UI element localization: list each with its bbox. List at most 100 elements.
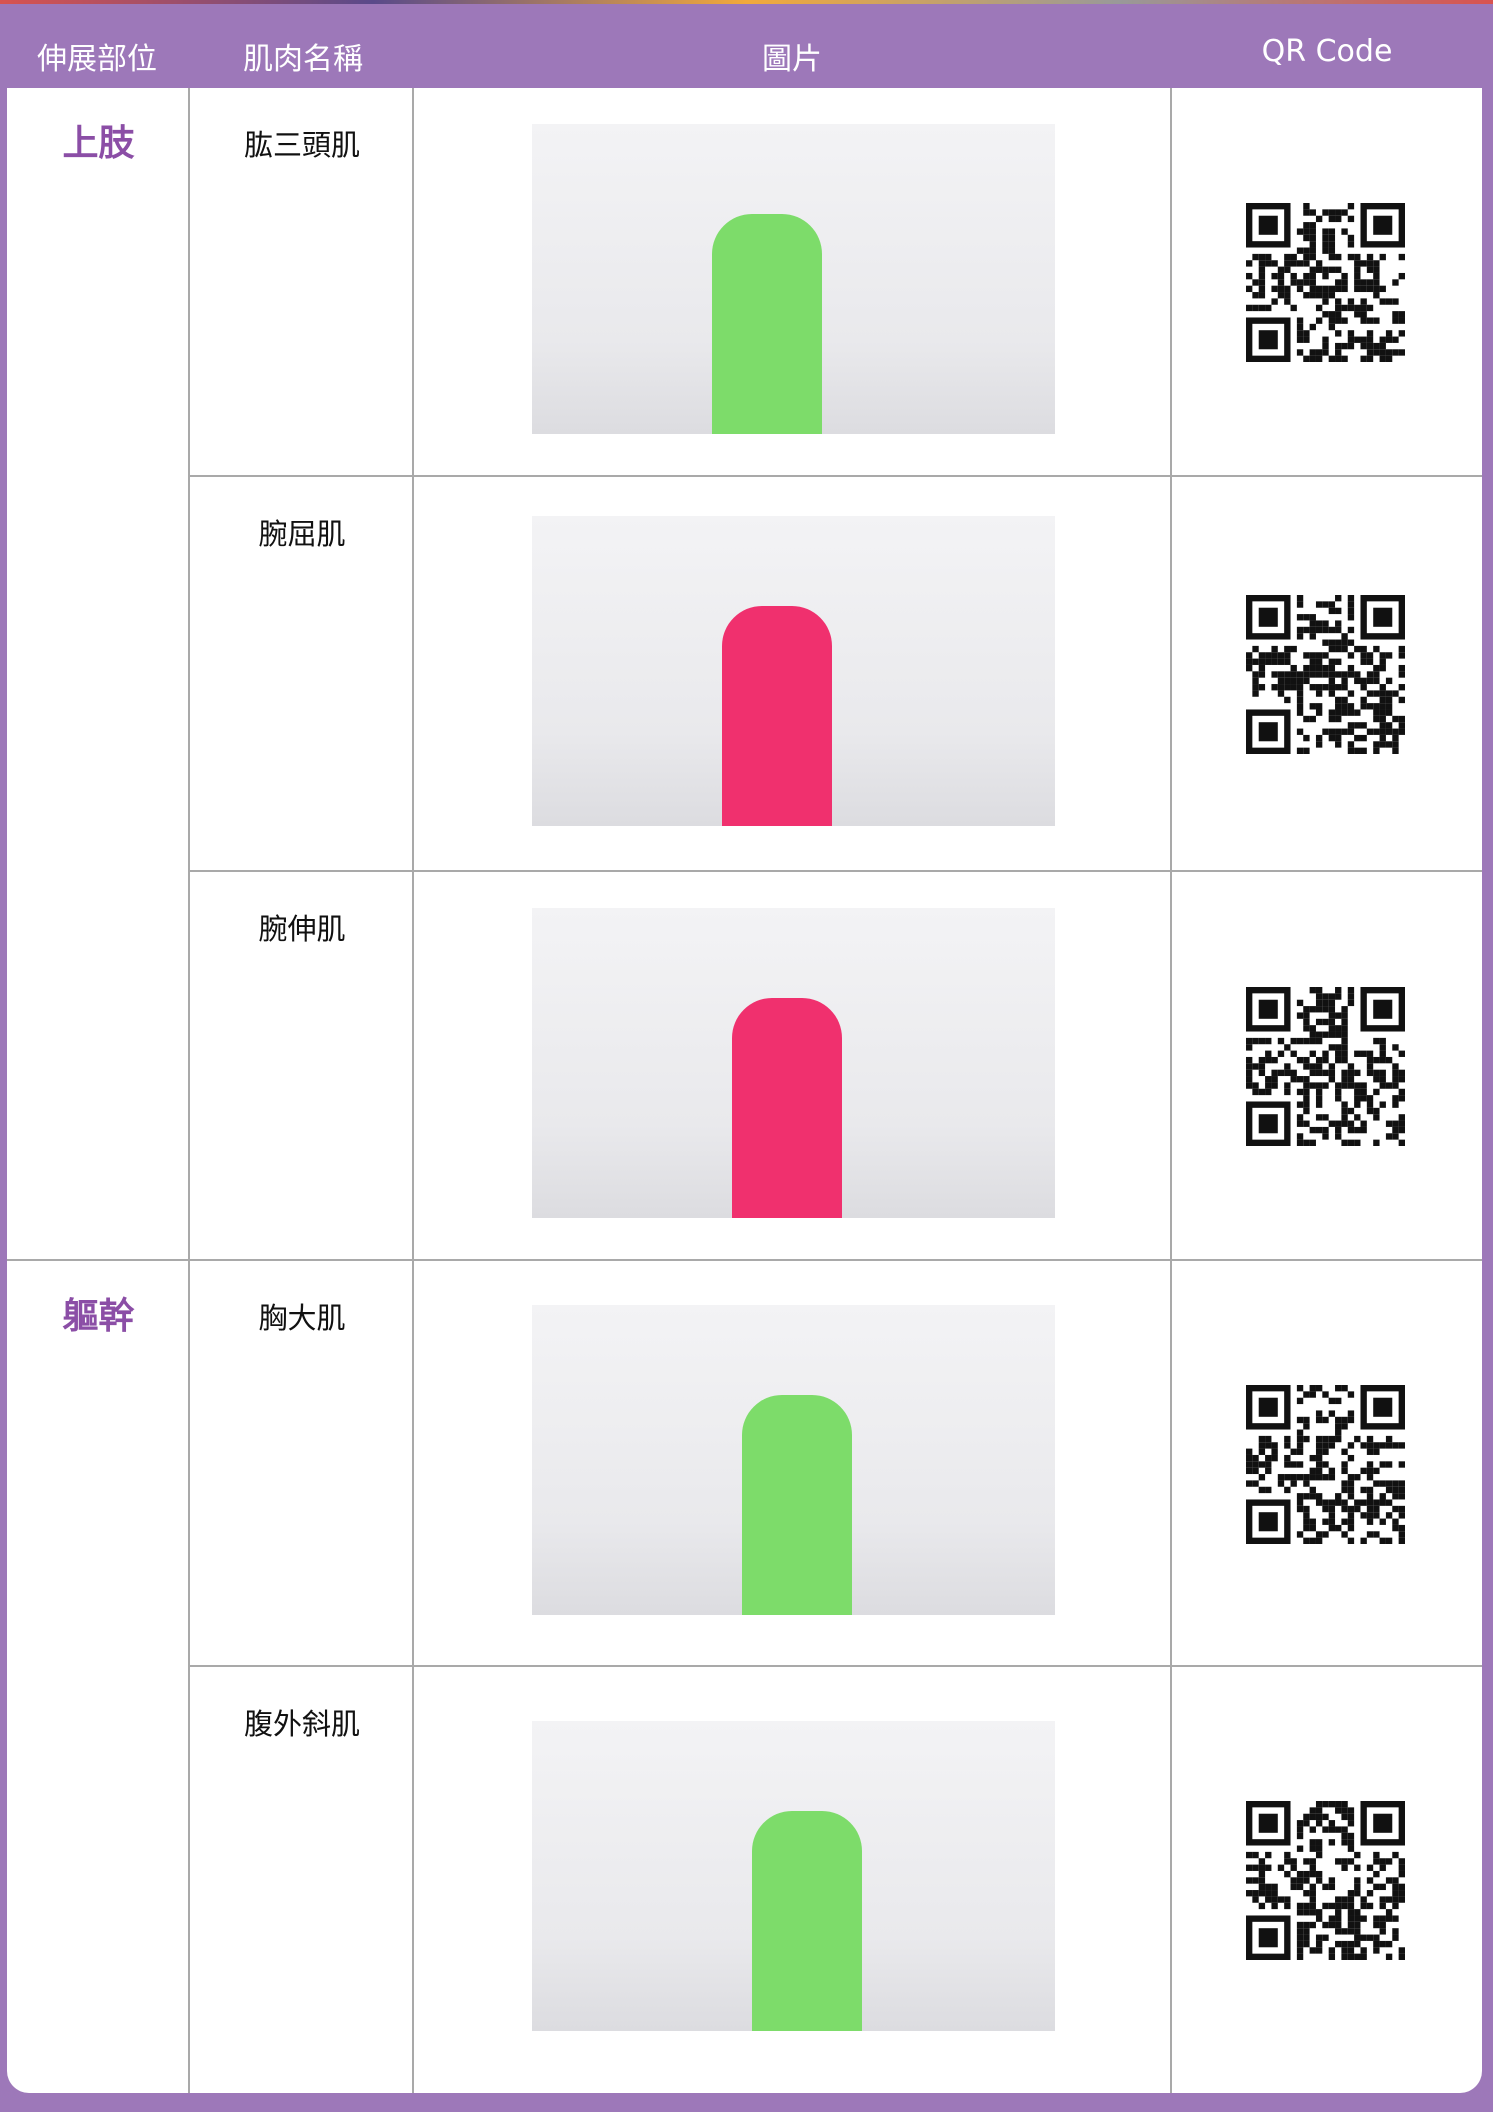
qr-module	[1290, 1448, 1297, 1455]
qr-module	[1373, 999, 1393, 1019]
qr-module	[1315, 292, 1323, 299]
qr-module	[1347, 1908, 1355, 1915]
qr-module	[1265, 1082, 1272, 1089]
qr-module	[1296, 1876, 1304, 1884]
qr-module	[1246, 1063, 1253, 1070]
qr-module	[1373, 664, 1380, 672]
qr-module	[1258, 279, 1266, 286]
qr-module	[1258, 1397, 1278, 1417]
qr-module	[1379, 734, 1386, 742]
qr-module	[1398, 715, 1405, 723]
qr-module	[1309, 1825, 1316, 1833]
qr-module	[1398, 1120, 1405, 1127]
qr-module	[1335, 1524, 1342, 1531]
qr-module	[1309, 1390, 1316, 1398]
qr-module	[1322, 652, 1329, 659]
qr-module	[1315, 684, 1323, 691]
qr-module	[1315, 215, 1323, 223]
qr-module	[1341, 1800, 1348, 1807]
qr-module	[1322, 1498, 1329, 1506]
qr-module	[1246, 664, 1253, 672]
qr-module	[1328, 1825, 1336, 1833]
qr-module	[1271, 1883, 1278, 1890]
qr-module	[1284, 658, 1291, 665]
qr-module	[1385, 1120, 1393, 1127]
qr-module	[1309, 234, 1316, 242]
qr-module	[1347, 336, 1355, 343]
qr-module	[1315, 1126, 1323, 1134]
qr-module	[1271, 1441, 1278, 1449]
qr-module	[1296, 1530, 1304, 1538]
qr-module	[1265, 1056, 1272, 1064]
qr-module	[1290, 671, 1297, 678]
qr-module	[1392, 715, 1399, 723]
qr-module	[1366, 1530, 1374, 1538]
qr-module	[1271, 671, 1278, 678]
group-label: 軀幹	[62, 1295, 135, 1337]
qr-module	[1322, 1114, 1329, 1121]
qr-code[interactable]	[1246, 1800, 1405, 1960]
qr-module	[1315, 1537, 1323, 1544]
qr-module	[1385, 1953, 1393, 1960]
qr-module	[1284, 1857, 1291, 1865]
qr-module	[1246, 1479, 1253, 1487]
qr-module	[1258, 1448, 1266, 1455]
qr-module	[1373, 741, 1380, 748]
qr-module	[1322, 349, 1329, 356]
qr-module	[1303, 1139, 1310, 1146]
qr-module	[1379, 1492, 1386, 1499]
image-cell	[414, 1667, 1172, 2093]
qr-module	[1315, 1416, 1323, 1423]
qr-module	[1379, 1044, 1386, 1051]
qr-module	[1347, 1524, 1355, 1531]
qr-module	[1315, 1095, 1323, 1102]
qr-module	[1373, 1139, 1380, 1146]
qr-module	[1252, 1063, 1259, 1070]
qr-module	[1277, 1895, 1285, 1903]
qr-module	[1392, 690, 1399, 697]
column-header: QR Code	[1261, 34, 1393, 69]
qr-module	[1328, 1914, 1336, 1922]
qr-module	[1347, 664, 1355, 672]
qr-module	[1303, 228, 1310, 235]
qr-module	[1347, 1505, 1355, 1512]
qr-module	[1335, 1825, 1342, 1833]
qr-module	[1315, 1914, 1323, 1922]
qr-module	[1309, 987, 1316, 994]
qr-module	[1296, 1505, 1304, 1512]
qr-module	[1373, 1397, 1393, 1417]
qr-module	[1303, 1006, 1310, 1013]
qr-module	[1354, 1139, 1361, 1146]
qr-code[interactable]	[1246, 595, 1405, 754]
qr-module	[1385, 336, 1393, 343]
qr-module	[1341, 1825, 1348, 1833]
qr-module	[1258, 260, 1266, 267]
qr-module	[1290, 1050, 1297, 1057]
qr-module	[1252, 292, 1259, 299]
qr-module	[1328, 234, 1336, 242]
qr-code[interactable]	[1246, 1384, 1405, 1544]
qr-module	[1296, 595, 1304, 602]
qr-code[interactable]	[1246, 987, 1405, 1146]
qr-module	[1379, 1082, 1386, 1089]
qr-module	[1328, 639, 1336, 646]
qr-module	[1328, 1953, 1336, 1960]
qr-module	[1296, 317, 1304, 324]
qr-module	[1398, 1492, 1405, 1499]
qr-module	[1265, 1883, 1272, 1890]
qr-module	[1252, 645, 1259, 653]
qr-code[interactable]	[1246, 203, 1405, 362]
qr-module	[1398, 728, 1405, 735]
qr-module	[1366, 260, 1374, 267]
qr-module	[1373, 1069, 1380, 1077]
qr-module	[1366, 1435, 1374, 1442]
qr-module	[1366, 703, 1374, 710]
qr-module	[1379, 728, 1386, 735]
qr-module	[1366, 1889, 1374, 1896]
qr-module	[1246, 1460, 1253, 1468]
qr-module	[1354, 1921, 1361, 1928]
qr-module	[1341, 1416, 1348, 1423]
qr-module	[1296, 1953, 1304, 1960]
name-cell	[190, 477, 414, 872]
qr-module	[1366, 304, 1374, 312]
